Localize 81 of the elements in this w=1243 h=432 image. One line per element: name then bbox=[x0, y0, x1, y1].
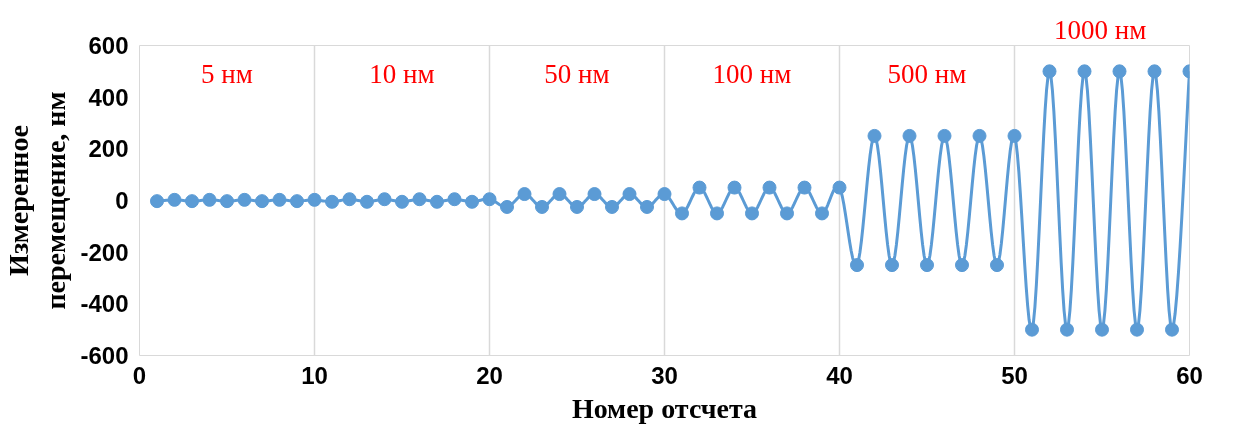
point bbox=[237, 192, 252, 207]
x-tick-label: 60 bbox=[1176, 361, 1203, 389]
point bbox=[797, 180, 812, 195]
point bbox=[500, 199, 514, 214]
point bbox=[885, 258, 899, 273]
point bbox=[307, 192, 322, 207]
point bbox=[202, 192, 217, 207]
point bbox=[972, 128, 987, 143]
point bbox=[675, 206, 689, 221]
y-tick-label: -600 bbox=[80, 342, 129, 369]
point bbox=[1112, 64, 1127, 79]
point bbox=[290, 194, 304, 209]
point bbox=[815, 206, 829, 221]
x-tick-label: 10 bbox=[301, 361, 328, 389]
point bbox=[692, 180, 707, 195]
point bbox=[640, 199, 654, 214]
annotation: 500 нм bbox=[887, 58, 967, 89]
point bbox=[325, 194, 339, 209]
point bbox=[622, 187, 637, 202]
text: 1000 нм bbox=[1054, 14, 1147, 45]
point bbox=[517, 187, 532, 202]
point bbox=[395, 194, 409, 209]
annotation: 50 нм bbox=[544, 58, 610, 89]
point bbox=[955, 258, 969, 273]
point bbox=[727, 180, 742, 195]
point bbox=[185, 194, 199, 209]
point bbox=[1095, 322, 1109, 337]
point bbox=[745, 206, 759, 221]
point bbox=[167, 192, 182, 207]
point bbox=[710, 206, 724, 221]
point bbox=[990, 258, 1004, 273]
point bbox=[1147, 64, 1162, 79]
point bbox=[482, 192, 497, 207]
point bbox=[587, 187, 602, 202]
x-tick-label: 20 bbox=[476, 361, 503, 389]
annotation: 100 нм bbox=[712, 58, 792, 89]
y-tick-label: 600 bbox=[88, 32, 129, 59]
point bbox=[255, 194, 269, 209]
point bbox=[867, 128, 882, 143]
point bbox=[937, 128, 952, 143]
point bbox=[535, 199, 549, 214]
point bbox=[570, 199, 584, 214]
x-tick-label: 50 bbox=[1001, 361, 1028, 389]
y-tick-label: 400 bbox=[88, 83, 129, 111]
point bbox=[447, 192, 462, 207]
point bbox=[377, 192, 392, 207]
y-tick-label: -200 bbox=[80, 238, 129, 266]
point bbox=[272, 192, 287, 207]
annotation: 5 нм bbox=[201, 58, 253, 89]
point bbox=[1060, 322, 1074, 337]
point bbox=[920, 258, 934, 273]
x-tick-label: 0 bbox=[132, 361, 147, 389]
point bbox=[762, 180, 777, 195]
point bbox=[657, 187, 672, 202]
point bbox=[150, 194, 164, 209]
point bbox=[430, 194, 444, 209]
point bbox=[552, 187, 567, 202]
x-tick-label: 40 bbox=[826, 361, 853, 389]
point bbox=[1130, 322, 1144, 337]
point bbox=[1025, 322, 1039, 337]
y-tick-label: -400 bbox=[80, 290, 129, 318]
point bbox=[1042, 64, 1057, 79]
point bbox=[220, 194, 234, 209]
x-axis-title: Номер отсчета bbox=[571, 392, 758, 424]
point bbox=[412, 192, 427, 207]
point bbox=[465, 194, 479, 209]
annotation: 10 нм bbox=[369, 58, 435, 89]
point bbox=[1077, 64, 1092, 79]
point bbox=[360, 194, 374, 209]
y-tick-label: 0 bbox=[115, 187, 129, 214]
y-axis-title: Измеренное перемещение, нм bbox=[3, 91, 72, 310]
point bbox=[1007, 128, 1022, 143]
x-tick-label: 30 bbox=[651, 361, 678, 389]
y-tick-label: 200 bbox=[88, 135, 129, 163]
point bbox=[1165, 322, 1179, 337]
point bbox=[850, 258, 864, 273]
point bbox=[780, 206, 794, 221]
point bbox=[342, 192, 357, 207]
point bbox=[832, 180, 847, 195]
point bbox=[605, 199, 619, 214]
point bbox=[902, 128, 917, 143]
